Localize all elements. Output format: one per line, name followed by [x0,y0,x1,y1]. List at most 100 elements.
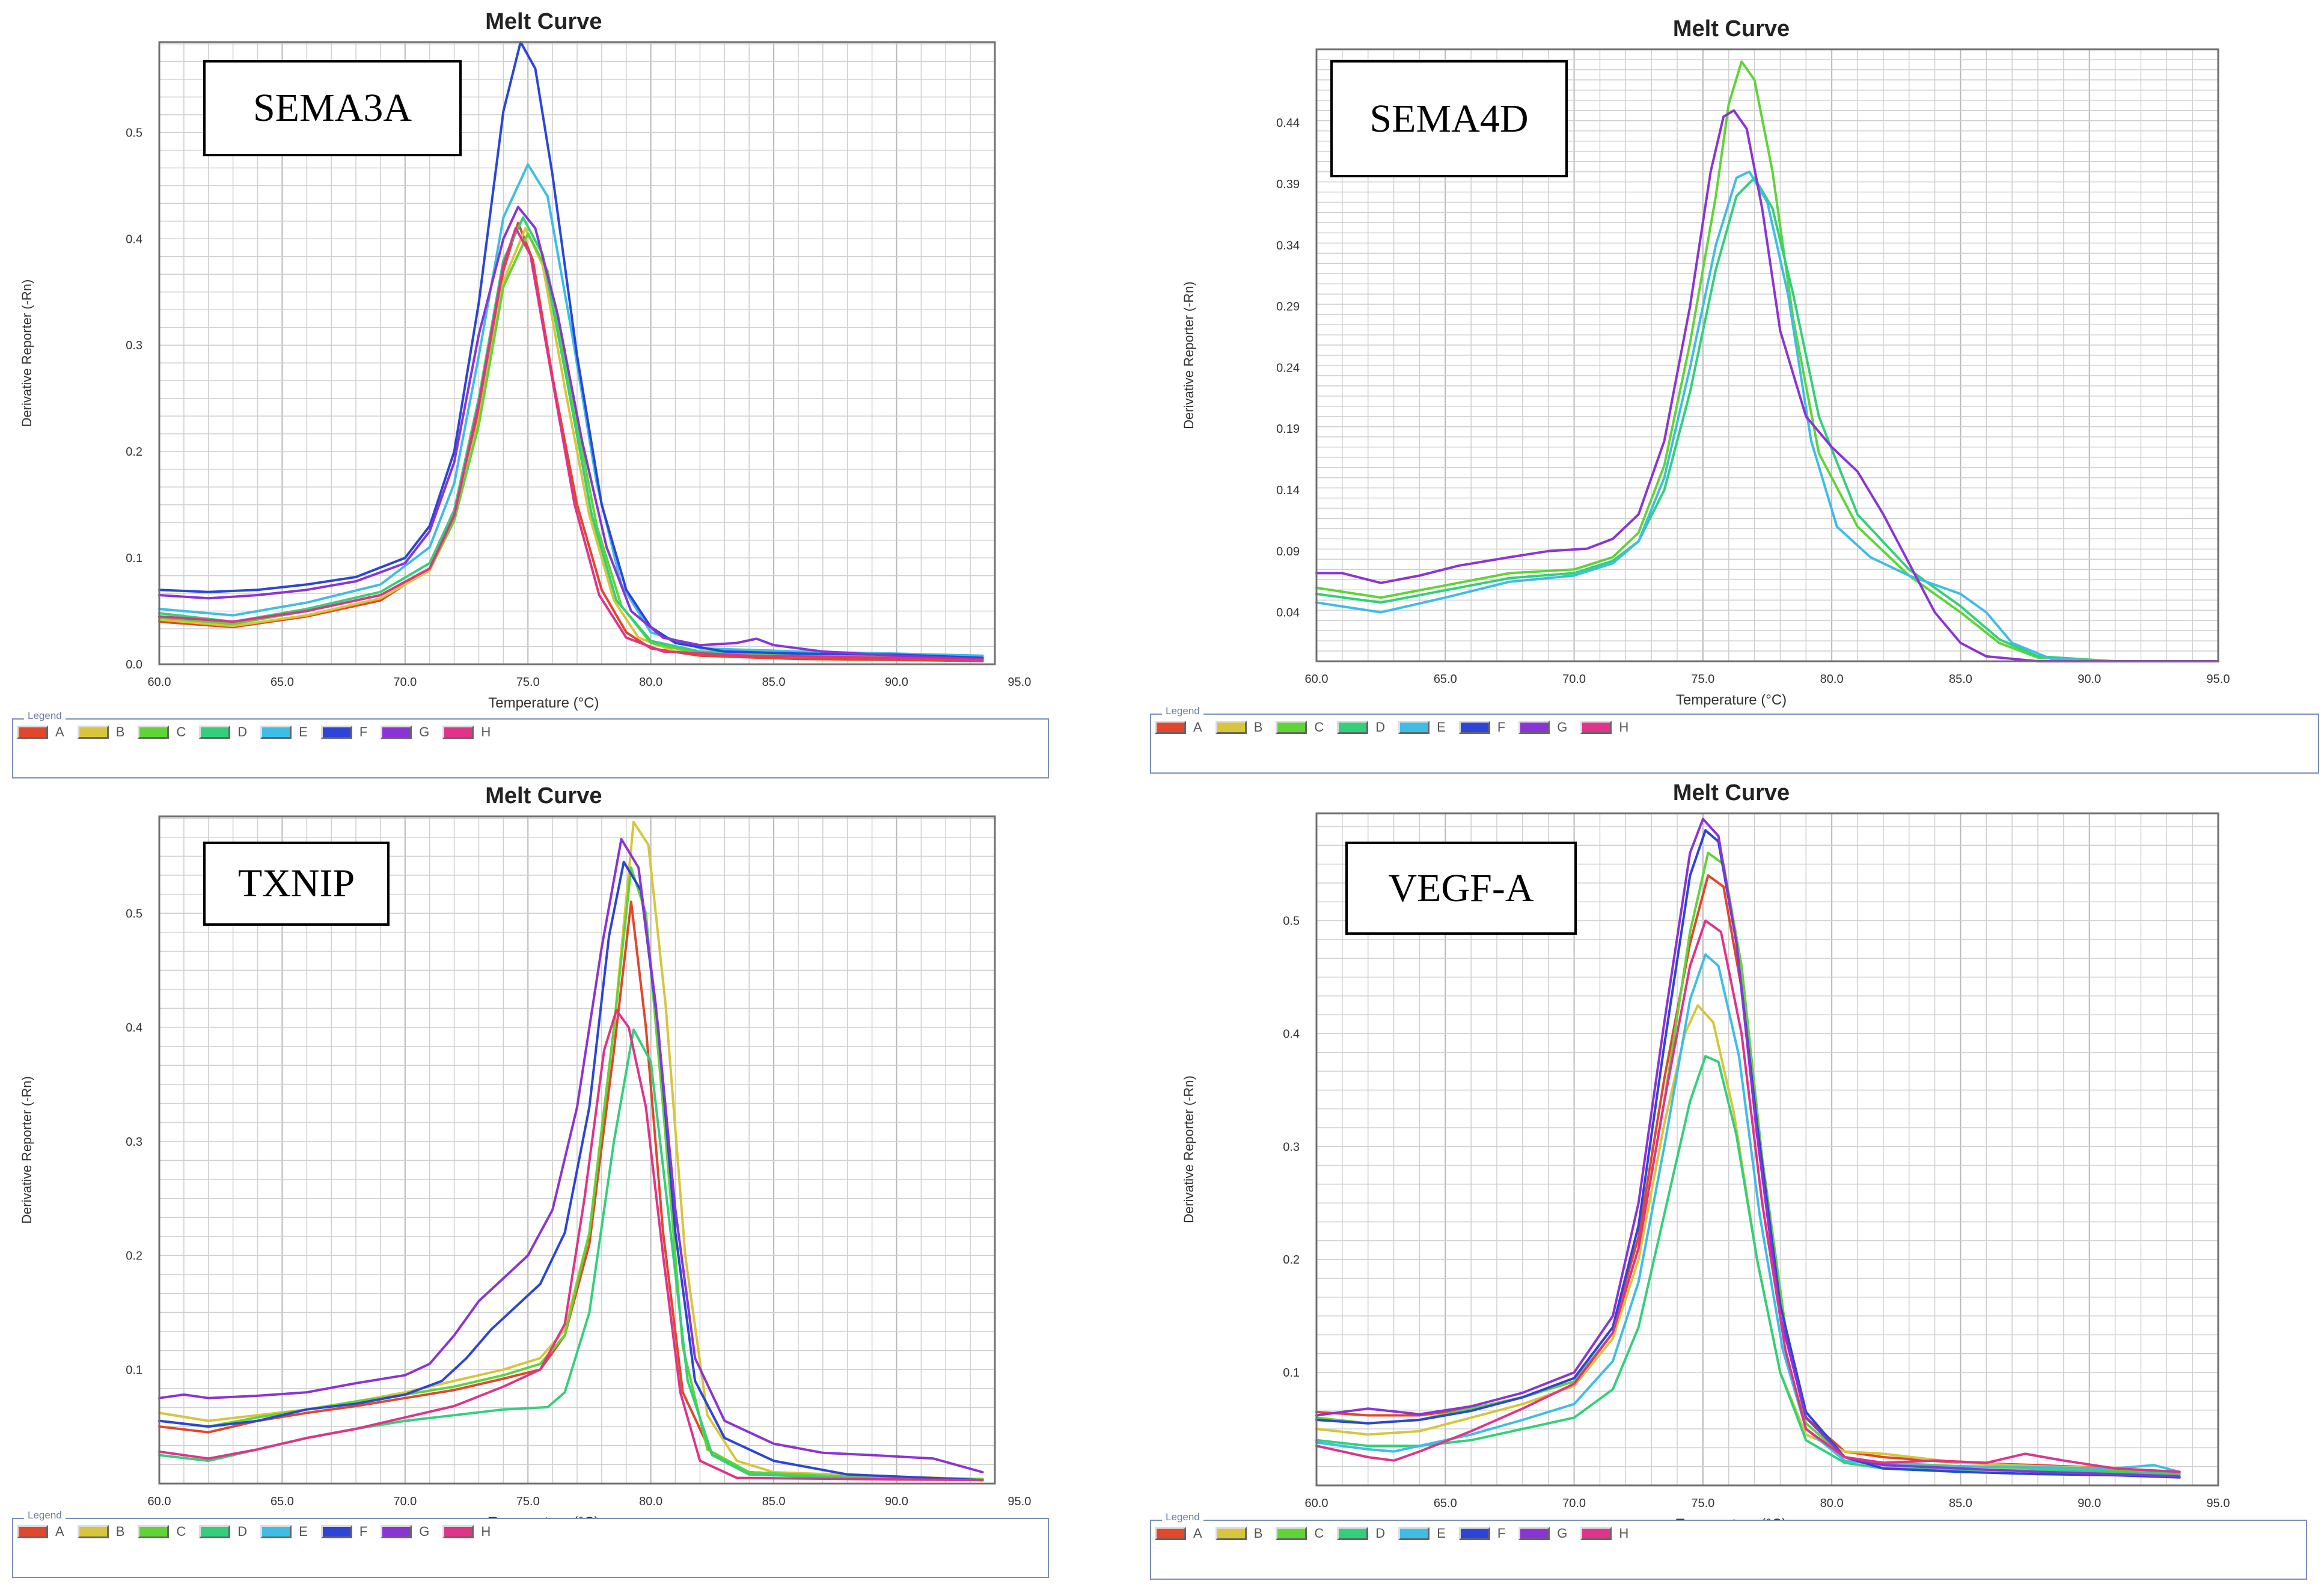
legend-item-d: D [199,724,247,740]
x-tick-label: 60.0 [1305,673,1329,686]
legend-item-f: F [1458,720,1505,735]
x-tick-label: 85.0 [1949,673,1972,686]
legend-label: E [1437,720,1446,735]
legend-item-a: A [17,724,64,740]
legend-swatch [381,726,412,739]
series-line-g [1315,818,2181,1478]
legend-swatch [442,1525,474,1538]
legend-caption: Legend [24,1509,66,1521]
legend-panel: Legend A B C D E F G H [12,1509,1049,1578]
legend-caption: Legend [1162,705,1203,717]
x-tick-label: 85.0 [762,1495,786,1508]
legend-swatch [17,1525,48,1538]
legend-swatch [1155,721,1186,734]
legend-swatch [138,726,170,739]
x-tick-label: 95.0 [1008,676,1031,689]
legend-swatch [260,726,292,739]
legend-item-g: G [1518,1526,1567,1541]
y-axis-label: Derivative Reporter (-Rn) [1181,1075,1196,1223]
series-line-g [158,206,984,661]
x-tick-label: 65.0 [271,676,294,689]
x-tick-label: 70.0 [393,1495,417,1508]
legend-swatch [1276,1527,1307,1540]
series-line-b [1315,1004,2181,1473]
legend-swatch [1580,721,1612,734]
y-tick-label: 0.5 [126,126,142,139]
melt-curve-panel-sema3a: 60.0 65.0 70.0 75.0 80.0 85.0 90.0 95.0 0.0 0.1 0.… [0,0,1162,796]
series-line-e [158,163,984,657]
legend-label: B [1253,1526,1263,1541]
x-tick-label: 95.0 [2207,1497,2230,1510]
gene-label-sema3a: SEMA3A [203,60,462,156]
series-line-h [1315,919,2181,1473]
legend-item-h: H [1580,720,1628,735]
legend-label: H [481,724,491,739]
legend-label: B [115,724,125,739]
x-axis-label: Temperature (°C) [1676,692,1787,708]
legend-swatch [381,1525,412,1538]
legend-swatch [138,1525,170,1538]
legend-label: D [1375,720,1386,735]
chart-title: Melt Curve [1673,780,1790,806]
plot-frame [1315,812,2219,1487]
series-line-h [158,227,984,661]
legend-item-a: A [1155,720,1202,735]
legend-swatch [260,1525,292,1538]
x-tick-label: 95.0 [1008,1495,1031,1508]
series-line-d [158,216,984,658]
series-line-a [158,221,984,662]
series-line-d [1315,176,2219,662]
x-tick-label: 70.0 [1562,1497,1586,1510]
legend-swatch [1458,721,1490,734]
legend-label: B [1253,720,1263,735]
legend-label: E [299,1524,308,1539]
legend-item-c: C [138,724,186,740]
chart-title: Melt Curve [1673,16,1790,41]
x-tick-label: 90.0 [2078,673,2101,686]
legend-item-h: H [442,724,491,740]
legend-item-b: B [77,724,125,740]
legend-label: H [1619,720,1629,735]
series-line-e [1315,953,2181,1473]
legend-item-a: A [17,1524,64,1539]
y-axis-label: Derivative Reporter (-Rn) [19,1076,34,1224]
y-tick-label: 0.14 [1276,484,1300,497]
x-tick-label: 75.0 [1691,1497,1714,1510]
y-tick-label: 0.34 [1276,239,1300,252]
legend-item-b: B [1215,1526,1263,1541]
x-tick-label: 90.0 [2078,1497,2101,1510]
x-tick-label: 60.0 [148,676,171,689]
series-line-c [1315,60,2219,662]
series-lines [1315,60,2219,662]
legend-label: E [299,724,308,739]
y-tick-label: 0.39 [1276,178,1300,191]
y-tick-label: 0.19 [1276,423,1300,436]
x-tick-label: 95.0 [2207,673,2230,686]
series-lines [1315,818,2181,1479]
y-axis-label: Derivative Reporter (-Rn) [19,280,34,427]
legend-label: D [1375,1526,1386,1541]
legend-swatch [77,1525,109,1538]
legend-label: B [115,1524,125,1539]
legend-item-e: E [260,1524,308,1539]
legend-label: G [419,724,430,739]
legend-label: F [359,724,368,739]
legend-item-f: F [1458,1526,1505,1541]
legend-label: C [1314,1526,1324,1541]
plot-frame [158,815,996,1485]
legend-label: D [237,724,248,739]
legend-item-b: B [77,1524,125,1539]
legend-label: A [55,1524,64,1539]
legend-swatch [199,1525,231,1538]
legend-item-d: D [199,1524,247,1539]
y-tick-label: 0.1 [126,1363,142,1377]
y-tick-label: 0.3 [1283,1140,1300,1154]
y-axis-label: Derivative Reporter (-Rn) [1181,281,1196,429]
x-tick-label: 60.0 [148,1495,171,1508]
legend-label: A [55,724,64,739]
legend-swatch [1276,721,1307,734]
x-tick-label: 65.0 [271,1495,294,1508]
legend-swatch [1518,721,1550,734]
melt-curve-chart-vegf-a: 60.0 65.0 70.0 75.0 80.0 85.0 90.0 95.0 0.1 0.2 0.… [1181,780,2230,1532]
legend-item-e: E [1398,1526,1446,1541]
